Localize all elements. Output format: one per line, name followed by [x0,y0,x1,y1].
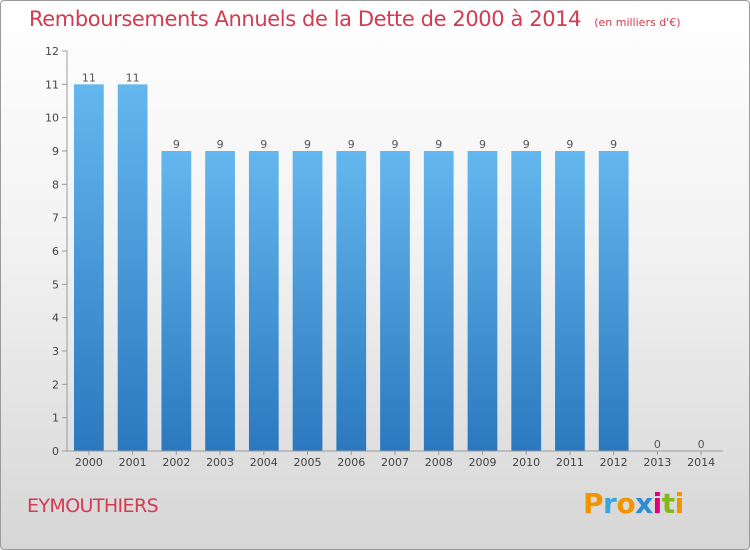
data-labels: 11 11 9 9 9 9 9 9 9 9 9 9 9 0 0 [82,71,705,451]
x-tick-label-2001: 2001 [119,456,147,469]
bar-2007 [380,151,410,451]
bars [73,84,629,451]
y-tick-label: 6 [52,245,59,258]
logo-letter: o [616,487,636,520]
y-tick-label: 1 [52,412,59,425]
data-label-2013: 0 [654,438,661,451]
x-tick-label-2014: 2014 [687,456,715,469]
logo-letter: P [583,487,604,520]
x-tick-label-2010: 2010 [512,456,540,469]
bar-2002 [161,151,192,451]
x-tick-label-2006: 2006 [337,456,365,469]
data-label-2007: 9 [392,138,399,151]
bar-2012 [598,151,629,451]
bar-2001 [117,84,148,451]
logo-letter: i [674,487,685,520]
x-tick-label-2011: 2011 [556,456,584,469]
data-label-2005: 9 [304,138,311,151]
bar-2010 [511,151,542,451]
x-tick-label-2005: 2005 [294,456,322,469]
bar-2000 [73,84,104,451]
x-tick-label-2004: 2004 [250,456,278,469]
x-tick-label-2003: 2003 [206,456,234,469]
y-tick-label: 0 [52,445,59,458]
bar-2009 [467,151,498,451]
y-tick-label: 8 [52,178,59,191]
x-tick-label-2000: 2000 [75,456,103,469]
x-axis: 2000 2001 2002 2003 2004 2005 2006 2007 2008 2009… [67,450,723,469]
data-label-2004: 9 [260,138,267,151]
bar-2004 [248,151,279,451]
y-tick-label: 5 [52,278,59,291]
bar-2006 [336,151,367,451]
data-label-2001: 11 [126,71,140,84]
y-tick-label: 10 [45,112,59,125]
commune-name: EYMOUTHIERS [27,495,159,517]
bar-2011 [555,151,585,451]
chart-unit-label: (en milliers d'€) [594,16,681,29]
bar-2003 [205,151,235,451]
x-tick-label-2009: 2009 [468,456,496,469]
logo-letter: x [635,487,653,520]
data-label-2000: 11 [82,71,96,84]
x-tick-label-2002: 2002 [162,456,190,469]
chart-title-block: Remboursements Annuels de la Dette de 20… [29,7,680,31]
logo-letter: t [661,487,675,520]
data-label-2010: 9 [523,138,530,151]
data-label-2006: 9 [348,138,355,151]
data-label-2003: 9 [217,138,224,151]
x-tick-label-2012: 2012 [600,456,628,469]
x-tick-label-2008: 2008 [425,456,453,469]
data-label-2011: 9 [566,138,573,151]
logo-letter: i [652,487,663,520]
y-tick-label: 3 [52,345,59,358]
data-label-2012: 9 [610,138,617,151]
bar-2005 [292,151,323,451]
data-label-2014: 0 [698,438,705,451]
x-tick-label-2013: 2013 [643,456,671,469]
y-tick-label: 4 [52,312,59,325]
y-tick-label: 7 [52,212,59,225]
data-label-2002: 9 [173,138,180,151]
y-tick-label: 12 [45,45,59,58]
y-tick-label: 2 [52,378,59,391]
x-tick-label-2007: 2007 [381,456,409,469]
logo-letter: r [603,487,617,520]
chart-title: Remboursements Annuels de la Dette de 20… [29,7,582,31]
bar-2008 [423,151,454,451]
proxiti-logo: Proxiti [583,487,684,520]
data-label-2008: 9 [435,138,442,151]
y-tick-label: 9 [52,145,59,158]
data-label-2009: 9 [479,138,486,151]
y-tick-label: 11 [45,78,59,91]
